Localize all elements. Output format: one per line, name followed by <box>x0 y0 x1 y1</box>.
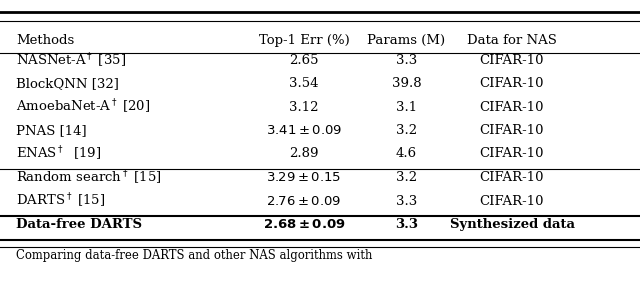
Text: 3.1: 3.1 <box>396 101 417 114</box>
Text: 2.65: 2.65 <box>289 54 319 67</box>
Text: $3.41 \pm 0.09$: $3.41 \pm 0.09$ <box>266 124 342 137</box>
Text: 3.12: 3.12 <box>289 101 319 114</box>
Text: PNAS [14]: PNAS [14] <box>16 124 86 137</box>
Text: DARTS$^\dagger$ [15]: DARTS$^\dagger$ [15] <box>16 192 105 210</box>
Text: 3.3: 3.3 <box>395 218 418 231</box>
Text: 39.8: 39.8 <box>392 78 421 90</box>
Text: BlockQNN [32]: BlockQNN [32] <box>16 78 119 90</box>
Text: CIFAR-10: CIFAR-10 <box>480 54 544 67</box>
Text: CIFAR-10: CIFAR-10 <box>480 124 544 137</box>
Text: 4.6: 4.6 <box>396 148 417 160</box>
Text: 3.3: 3.3 <box>396 195 417 208</box>
Text: 3.2: 3.2 <box>396 171 417 184</box>
Text: 2.89: 2.89 <box>289 148 319 160</box>
Text: 3.3: 3.3 <box>396 54 417 67</box>
Text: Methods: Methods <box>16 35 74 47</box>
Text: Random search$^\dagger$ [15]: Random search$^\dagger$ [15] <box>16 168 161 187</box>
Text: AmoebaNet-A$^\dagger$ [20]: AmoebaNet-A$^\dagger$ [20] <box>16 98 150 116</box>
Text: $\mathbf{2.68 \pm 0.09}$: $\mathbf{2.68 \pm 0.09}$ <box>262 218 346 231</box>
Text: CIFAR-10: CIFAR-10 <box>480 78 544 90</box>
Text: 3.2: 3.2 <box>396 124 417 137</box>
Text: $3.29 \pm 0.15$: $3.29 \pm 0.15$ <box>266 171 342 184</box>
Text: NASNet-A$^\dagger$ [35]: NASNet-A$^\dagger$ [35] <box>16 52 126 70</box>
Text: CIFAR-10: CIFAR-10 <box>480 171 544 184</box>
Text: Synthesized data: Synthesized data <box>449 218 575 231</box>
Text: ENAS$^\dagger$  [19]: ENAS$^\dagger$ [19] <box>16 145 101 163</box>
Text: Data for NAS: Data for NAS <box>467 35 557 47</box>
Text: 3.54: 3.54 <box>289 78 319 90</box>
Text: $2.76 \pm 0.09$: $2.76 \pm 0.09$ <box>266 195 342 208</box>
Text: CIFAR-10: CIFAR-10 <box>480 101 544 114</box>
Text: Comparing data-free DARTS and other NAS algorithms with: Comparing data-free DARTS and other NAS … <box>16 249 372 262</box>
Text: Top-1 Err (%): Top-1 Err (%) <box>259 35 349 47</box>
Text: Data-free DARTS: Data-free DARTS <box>16 218 142 231</box>
Text: Params (M): Params (M) <box>367 35 445 47</box>
Text: CIFAR-10: CIFAR-10 <box>480 195 544 208</box>
Text: CIFAR-10: CIFAR-10 <box>480 148 544 160</box>
